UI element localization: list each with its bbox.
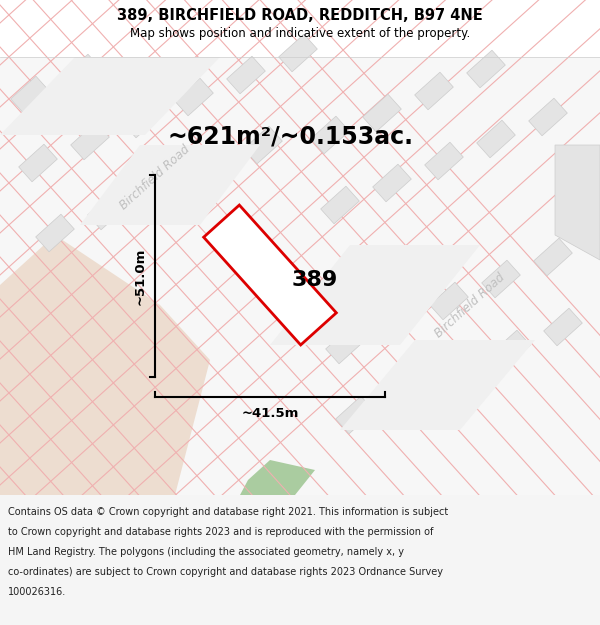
Polygon shape [415,72,454,110]
Polygon shape [544,308,583,346]
Polygon shape [35,214,74,252]
Bar [0,57,600,495]
Polygon shape [340,340,535,430]
Polygon shape [80,145,260,225]
Text: Contains OS data © Crown copyright and database right 2021. This information is : Contains OS data © Crown copyright and d… [8,507,448,517]
Polygon shape [62,54,101,92]
Polygon shape [533,238,572,276]
Polygon shape [311,116,349,154]
Polygon shape [425,142,463,180]
Text: Birchfield Road: Birchfield Road [433,270,508,340]
Polygon shape [467,50,505,88]
Text: 100026316.: 100026316. [8,587,66,597]
Polygon shape [122,100,161,138]
Bar [0,495,600,625]
Polygon shape [11,76,49,114]
Polygon shape [244,126,283,164]
Polygon shape [388,374,427,412]
Polygon shape [240,460,315,495]
Polygon shape [377,304,416,342]
Text: Map shows position and indicative extent of the property.: Map shows position and indicative extent… [130,28,470,41]
Polygon shape [88,192,127,230]
Polygon shape [373,164,412,202]
Text: ~621m²/~0.153ac.: ~621m²/~0.153ac. [167,125,413,149]
Polygon shape [227,56,265,94]
Polygon shape [362,94,401,132]
Text: Birchfield Road: Birchfield Road [118,142,193,212]
Text: ~41.5m: ~41.5m [241,407,299,420]
Polygon shape [430,282,469,320]
Polygon shape [320,186,359,224]
Polygon shape [335,396,374,434]
Polygon shape [476,120,515,158]
Polygon shape [326,326,364,364]
Polygon shape [71,122,109,160]
Polygon shape [529,98,568,136]
Text: HM Land Registry. The polygons (including the associated geometry, namely x, y: HM Land Registry. The polygons (includin… [8,547,404,557]
Polygon shape [491,330,530,367]
Text: ~51.0m: ~51.0m [134,248,147,304]
Polygon shape [203,205,337,345]
Text: co-ordinates) are subject to Crown copyright and database rights 2023 Ordnance S: co-ordinates) are subject to Crown copyr… [8,567,443,577]
Polygon shape [555,145,600,260]
Polygon shape [440,352,478,390]
Text: to Crown copyright and database rights 2023 and is reproduced with the permissio: to Crown copyright and database rights 2… [8,527,433,537]
Polygon shape [175,78,214,116]
Polygon shape [0,235,210,495]
Polygon shape [19,144,58,182]
Polygon shape [270,245,480,345]
Polygon shape [482,260,520,298]
Polygon shape [0,57,220,135]
Text: 389, BIRCHFIELD ROAD, REDDITCH, B97 4NE: 389, BIRCHFIELD ROAD, REDDITCH, B97 4NE [117,8,483,22]
Polygon shape [278,34,317,72]
Text: 389: 389 [292,270,338,290]
Polygon shape [140,170,178,208]
Polygon shape [191,148,230,186]
